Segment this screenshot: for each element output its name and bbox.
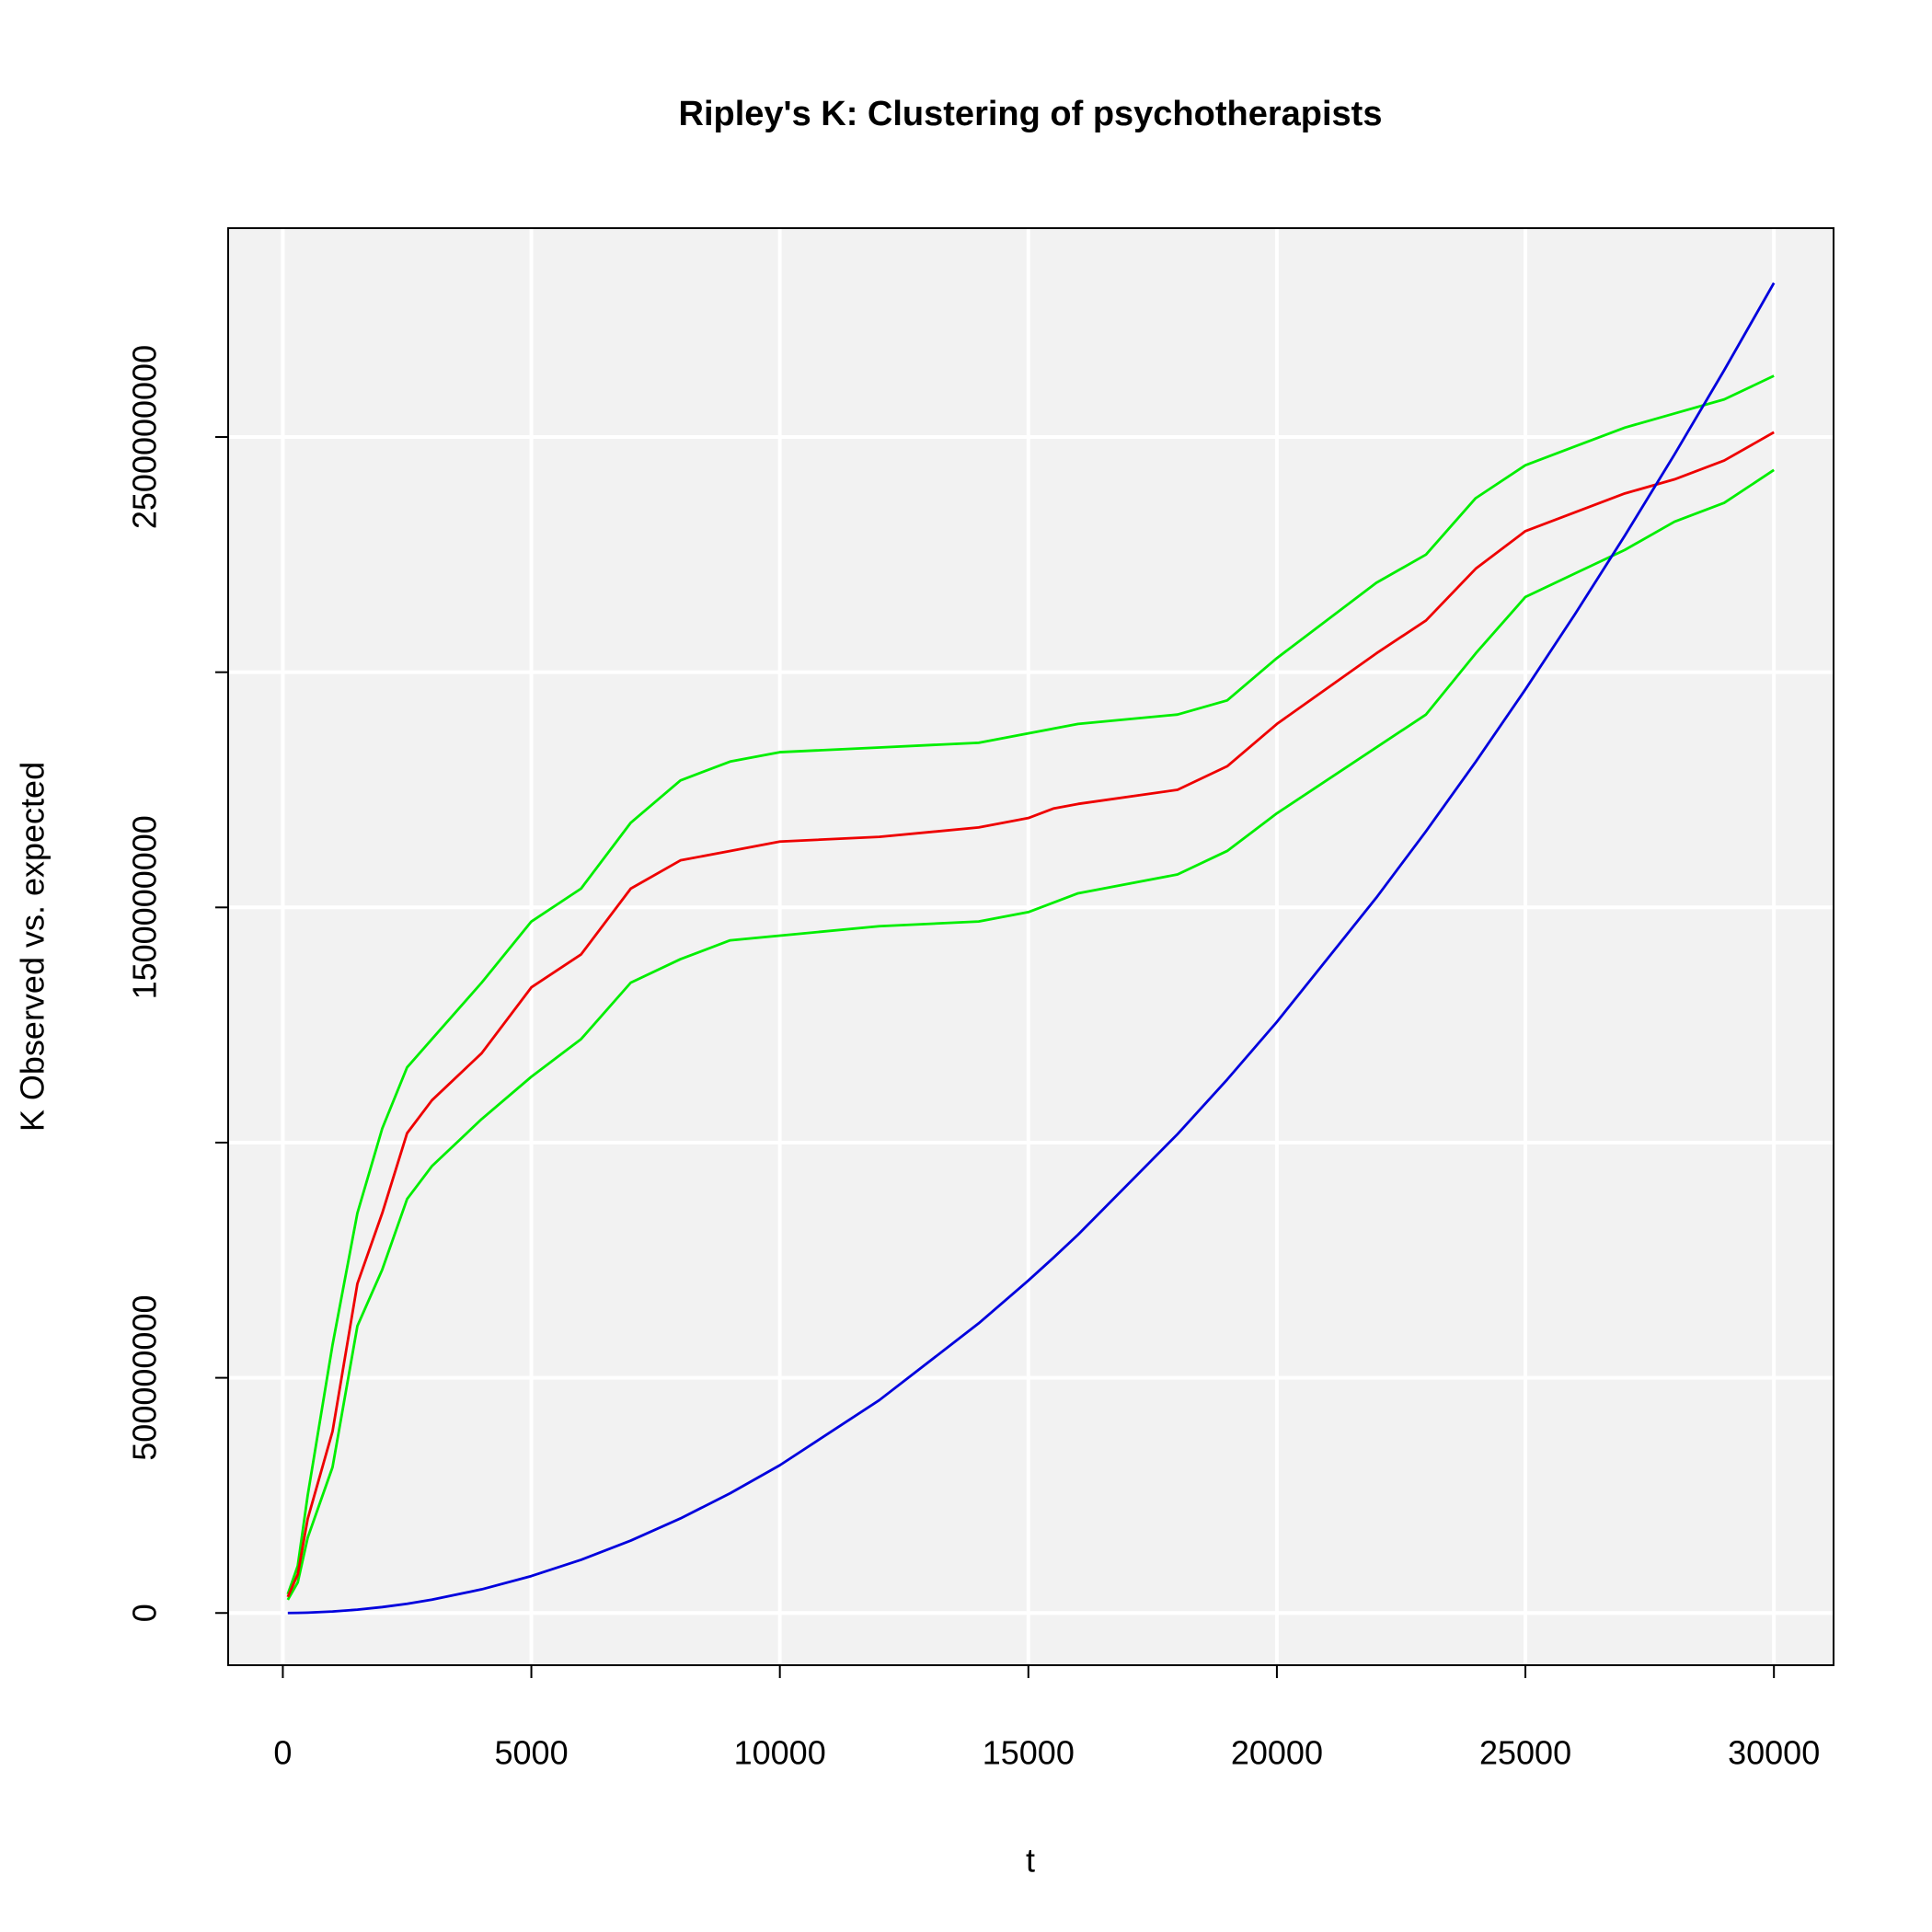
plot-frame [227,227,1834,1666]
x-tick-label: 20000 [1231,1734,1323,1772]
x-tick-label: 25000 [1479,1734,1571,1772]
x-tick-label: 0 [273,1734,292,1772]
data-line [286,468,1775,1601]
x-axis-title: t [1026,1842,1035,1880]
y-tick-label: 2500000000 [126,345,164,529]
plot-background [228,228,1834,1665]
y-tick-label: 1500000000 [126,815,164,999]
x-tick-label: 30000 [1728,1734,1820,1772]
x-tick-label: 5000 [495,1734,569,1772]
y-tick-label: 500000000 [126,1294,164,1460]
x-tick-label: 10000 [734,1734,826,1772]
chart-title: Ripley's K: Clustering of psychotherapis… [679,95,1383,133]
data-line [286,431,1775,1598]
data-line [287,282,1776,1615]
y-tick-label: 0 [126,1604,164,1622]
data-line [286,374,1775,1595]
y-axis-title: K Observed vs. expected [14,762,52,1132]
x-tick-label: 15000 [983,1734,1075,1772]
